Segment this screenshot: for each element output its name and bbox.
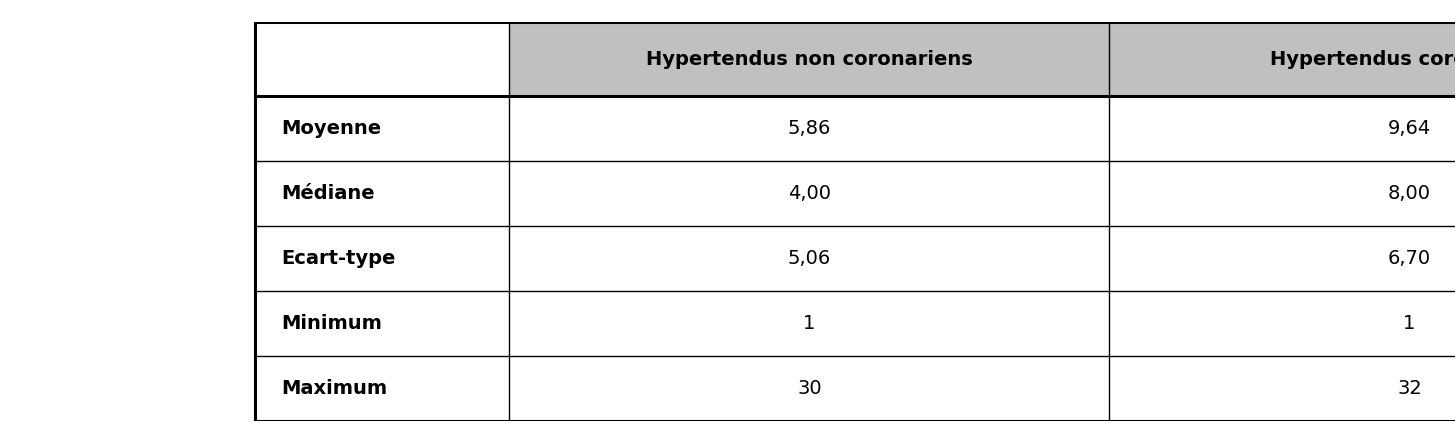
Text: 1: 1 bbox=[1403, 314, 1416, 333]
Text: 8,00: 8,00 bbox=[1388, 184, 1432, 203]
Bar bbox=[509, 22, 1110, 96]
Text: 5,06: 5,06 bbox=[787, 249, 831, 268]
Text: Maximum: Maximum bbox=[281, 379, 387, 398]
Bar bbox=[255, 22, 509, 96]
Text: Moyenne: Moyenne bbox=[281, 119, 381, 138]
Text: 30: 30 bbox=[797, 379, 822, 398]
Bar bbox=[255, 226, 1455, 291]
Text: 32: 32 bbox=[1397, 379, 1422, 398]
Bar bbox=[255, 356, 1455, 421]
Bar bbox=[255, 161, 1455, 226]
Text: 5,86: 5,86 bbox=[787, 119, 831, 138]
Text: 4,00: 4,00 bbox=[787, 184, 831, 203]
Text: 1: 1 bbox=[803, 314, 816, 333]
Text: Médiane: Médiane bbox=[281, 184, 374, 203]
Text: 6,70: 6,70 bbox=[1388, 249, 1432, 268]
Text: Hypertendus non coronariens: Hypertendus non coronariens bbox=[646, 50, 973, 69]
Bar bbox=[255, 96, 1455, 161]
Bar bbox=[1110, 22, 1455, 96]
Text: Minimum: Minimum bbox=[281, 314, 381, 333]
Text: Hypertendus coronariens: Hypertendus coronariens bbox=[1270, 50, 1455, 69]
Text: 9,64: 9,64 bbox=[1388, 119, 1432, 138]
Bar bbox=[255, 291, 1455, 356]
Text: Ecart-type: Ecart-type bbox=[281, 249, 396, 268]
